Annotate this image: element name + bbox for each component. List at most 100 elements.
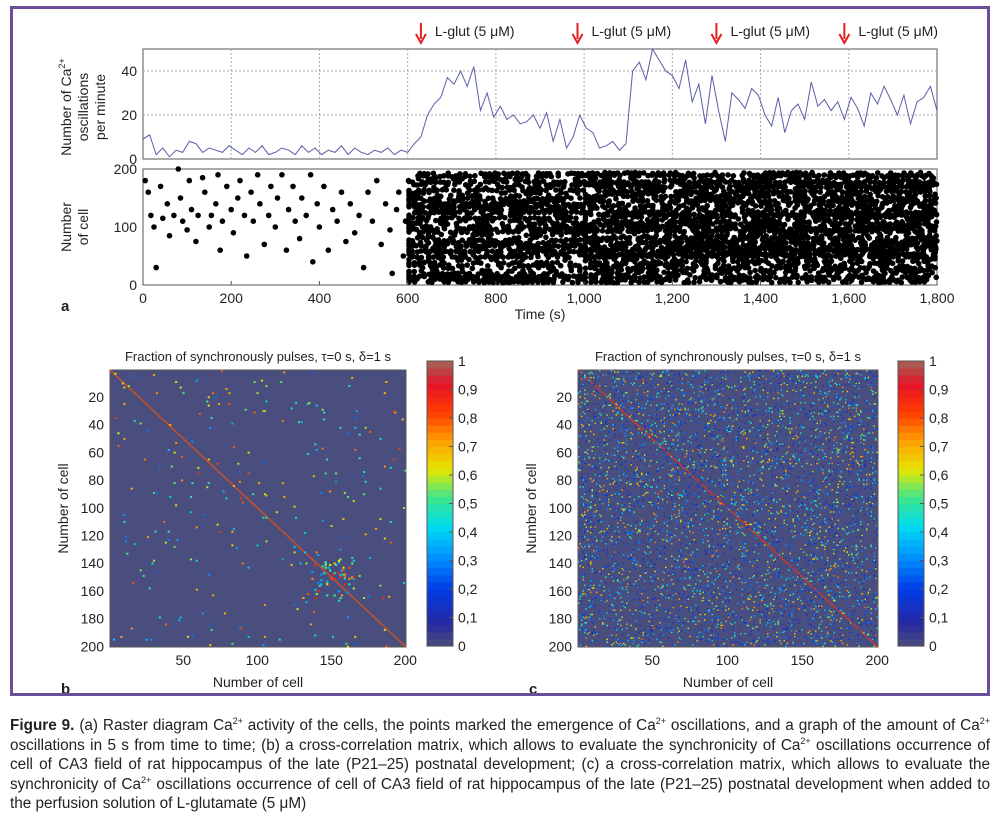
raster-point bbox=[697, 258, 704, 265]
raster-point bbox=[812, 225, 819, 232]
heatmap-b-colorbar-step bbox=[427, 624, 453, 633]
raster-point bbox=[714, 232, 721, 239]
raster-point bbox=[199, 174, 206, 181]
heatmap-b-cell bbox=[361, 475, 364, 478]
heatmap-b-cell bbox=[354, 642, 357, 645]
heatmap-b-cell bbox=[324, 561, 327, 564]
heatmap-b-diag-cell bbox=[293, 541, 295, 544]
heatmap-b-colorbar-step bbox=[427, 382, 453, 391]
raster-point bbox=[777, 179, 783, 186]
heatmap-b-diag-cell bbox=[166, 422, 168, 424]
raster-point bbox=[567, 214, 574, 221]
heatmap-b-cell bbox=[383, 537, 386, 540]
heatmap-b-cell bbox=[333, 577, 336, 580]
heatmap-b-diag-cell bbox=[154, 411, 156, 413]
heatmap-c-cell bbox=[813, 516, 815, 519]
raster-point bbox=[867, 260, 873, 267]
heatmap-b-colorbar-step bbox=[427, 510, 453, 519]
heatmap-c-diag-cell bbox=[860, 630, 862, 632]
raster-point bbox=[456, 188, 462, 194]
raster-point bbox=[856, 179, 863, 186]
raster-point bbox=[625, 180, 631, 186]
raster-point bbox=[591, 232, 598, 238]
raster-point bbox=[799, 275, 806, 281]
heatmap-c-cell bbox=[657, 569, 659, 571]
heatmap-c-cell bbox=[696, 508, 698, 510]
heatmap-c-cell bbox=[582, 616, 584, 618]
heatmap-c-cell bbox=[693, 587, 695, 589]
heatmap-c-cell bbox=[635, 525, 637, 527]
heatmap-b-diag-cell bbox=[195, 450, 198, 452]
heatmap-b-cell bbox=[198, 412, 201, 415]
heatmap-b-cell bbox=[169, 424, 172, 426]
raster-point bbox=[563, 190, 569, 197]
heatmap-c-cell bbox=[618, 485, 620, 487]
raster-point bbox=[691, 211, 697, 218]
heatmap-c-cell bbox=[725, 370, 727, 372]
heatmap-c-diag-cell bbox=[645, 432, 647, 434]
heatmap-b-diag-cell bbox=[284, 533, 287, 535]
heatmap-b-cell bbox=[317, 581, 320, 584]
heatmap-c-cell bbox=[869, 408, 871, 411]
raster-point bbox=[411, 260, 418, 266]
heatmap-c-cell bbox=[725, 609, 727, 611]
heatmap-c-cell bbox=[623, 642, 625, 645]
heatmap-c-cell bbox=[722, 437, 724, 440]
heatmap-b-diag-cell bbox=[274, 523, 276, 526]
raster-point bbox=[409, 179, 416, 185]
heatmap-b-cell bbox=[293, 545, 296, 548]
raster-point bbox=[582, 274, 589, 281]
heatmap-b-diag-cell bbox=[324, 570, 327, 573]
raster-point bbox=[463, 240, 469, 247]
heatmap-b-cell bbox=[164, 623, 167, 626]
raster-point bbox=[746, 221, 753, 227]
heatmap-b-diag-cell bbox=[300, 548, 303, 551]
raster-point bbox=[933, 232, 939, 239]
heatmap-c-cell bbox=[845, 586, 847, 588]
raster-point bbox=[600, 203, 606, 209]
heatmap-c-diag-cell bbox=[738, 518, 740, 520]
heatmap-c-cell bbox=[711, 458, 713, 460]
raster-point bbox=[827, 170, 834, 176]
heatmap-c-diag-cell bbox=[624, 412, 626, 415]
heatmap-b-colorbar-label: 0,6 bbox=[458, 467, 478, 483]
heatmap-c-diag-cell bbox=[626, 414, 628, 416]
heatmap-b-colorbar-step bbox=[427, 638, 453, 647]
heatmap-c-cell bbox=[639, 408, 641, 411]
heatmap-c-cell bbox=[603, 598, 605, 600]
heatmap-b-diag-cell bbox=[130, 389, 133, 391]
heatmap-b-diag-cell bbox=[237, 489, 239, 491]
heatmap-c-diag-cell bbox=[737, 516, 739, 519]
heatmap-c-cell bbox=[690, 541, 692, 544]
heatmap-c-diag-cell bbox=[873, 642, 875, 645]
heatmap-c-cell bbox=[744, 408, 746, 411]
raster-point bbox=[712, 169, 718, 176]
heatmap-c-cell bbox=[821, 468, 823, 470]
raster-point bbox=[821, 172, 828, 178]
raster-point bbox=[655, 248, 661, 255]
heatmap-c-cell bbox=[792, 465, 794, 467]
heatmap-c-diag-cell bbox=[792, 568, 794, 570]
raster-point bbox=[718, 232, 725, 239]
heatmap-c-cell bbox=[617, 390, 619, 393]
raster-point bbox=[709, 233, 715, 239]
heatmap-c-cell bbox=[821, 412, 823, 415]
heatmap-c-cell bbox=[687, 620, 689, 623]
heatmap-c-cell bbox=[629, 532, 631, 534]
heatmap-c-cell bbox=[708, 563, 710, 566]
raster-point bbox=[307, 172, 314, 178]
heatmap-b-ytick-label: 140 bbox=[81, 555, 105, 571]
heatmap-c-cell bbox=[803, 471, 805, 473]
heatmap-c-cell bbox=[603, 410, 605, 412]
heatmap-b-cell bbox=[127, 385, 130, 388]
raster-point bbox=[691, 279, 697, 286]
raster-point bbox=[710, 228, 716, 235]
raster-point bbox=[396, 189, 402, 195]
heatmap-c-cell bbox=[674, 534, 676, 537]
heatmap-b-diag-cell bbox=[290, 539, 293, 541]
heatmap-c-cell bbox=[629, 498, 631, 501]
heatmap-b-diag-cell bbox=[181, 436, 183, 438]
heatmap-c-diag-cell bbox=[669, 454, 671, 456]
raster-point bbox=[611, 233, 617, 239]
heatmap-c-diag-cell bbox=[801, 576, 803, 578]
